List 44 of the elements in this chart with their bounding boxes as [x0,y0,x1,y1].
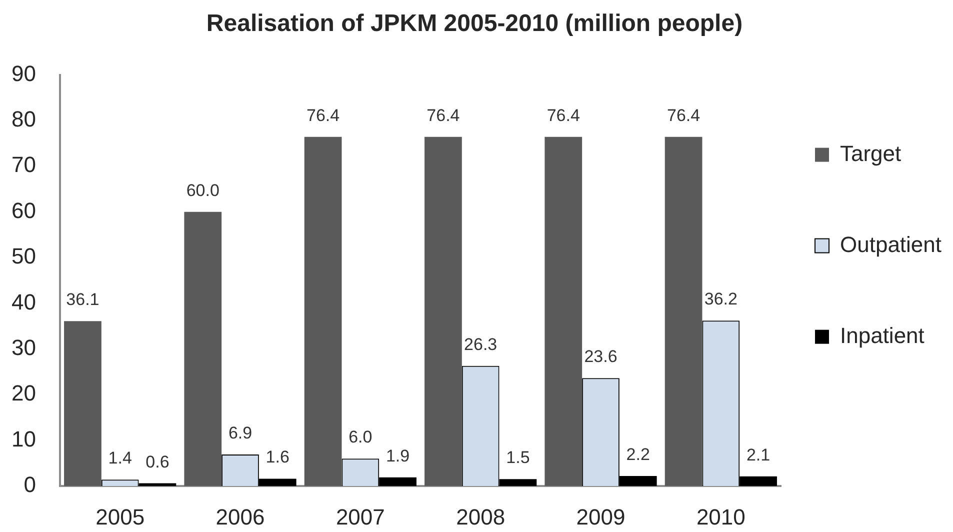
data-label: 60.0 [186,180,220,200]
data-label: 26.3 [464,334,498,354]
x-tick-label: 2005 [96,504,145,530]
y-tick-label: 50 [12,244,36,269]
bar [304,136,342,486]
chart-title: Realisation of JPKM 2005-2010 (million people) [206,10,743,38]
y-tick-label: 70 [12,152,36,178]
bar [544,136,582,486]
y-tick-label: 0 [24,472,36,498]
x-tick-label: 2007 [336,504,385,530]
data-label: 23.6 [584,347,618,366]
data-label: 1.4 [108,448,132,468]
data-label: 2.1 [746,445,770,464]
data-label: 2.2 [626,444,650,464]
data-label: 76.4 [546,106,580,125]
x-tick-label: 2008 [456,504,506,530]
legend-label: Target [840,140,902,166]
legend-label: Inpatient [840,322,924,348]
bar [664,136,702,486]
y-tick-label: 30 [12,334,36,360]
data-label: 36.1 [66,290,100,310]
data-label: 0.6 [146,452,170,472]
x-tick-label: 2006 [216,504,265,530]
bar [184,212,222,486]
y-tick-label: 40 [12,289,36,314]
data-label: 1.9 [386,446,410,466]
legend-label: Outpatient [840,232,942,257]
x-tick-label: 2010 [696,504,746,530]
data-label: 1.6 [266,448,290,467]
y-tick-label: 60 [12,198,36,223]
data-label: 36.2 [704,290,738,309]
data-label: 1.5 [506,448,530,468]
bar [64,321,102,486]
y-tick-label: 10 [12,426,36,452]
y-tick-label: 20 [12,380,36,406]
y-tick-label: 80 [12,106,36,132]
bar [424,136,462,486]
data-label: 6.9 [228,423,252,442]
data-label: 76.4 [426,106,460,125]
x-tick-label: 2009 [576,504,626,530]
data-label: 76.4 [306,106,340,125]
y-tick-label: 90 [12,60,36,86]
data-label: 76.4 [667,106,700,125]
data-label: 6.0 [348,428,372,447]
